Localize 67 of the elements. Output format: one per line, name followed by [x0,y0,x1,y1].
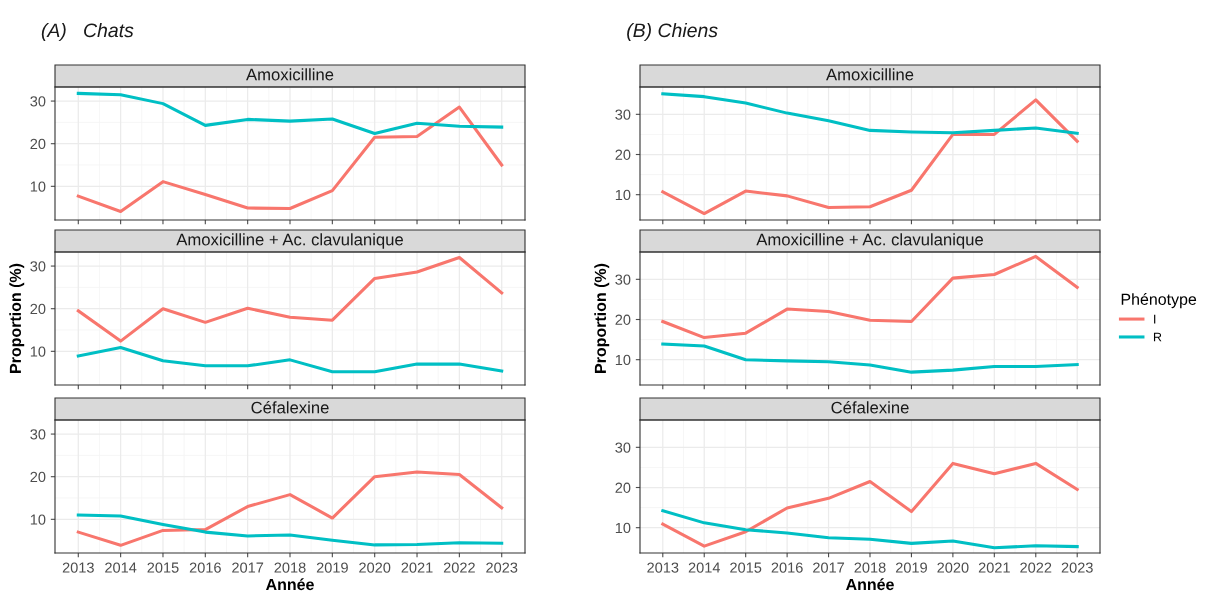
x-tick-label: 2021 [978,562,1010,573]
y-tick-label: 10 [30,181,46,192]
line-series [76,345,504,374]
y-axis-title: Proportion (%) [594,263,610,373]
x-tick-label: 2023 [1061,562,1093,573]
x-axis-title: Année [845,578,894,591]
x-tick-label: 2022 [443,562,475,573]
y-tick-label: 10 [30,346,46,357]
y-tick-label: 30 [615,274,631,285]
x-tick-label: 2023 [486,562,518,573]
y-tick-label: 20 [615,482,631,493]
line-series [661,342,1079,374]
legend-title: Phénotype [1121,293,1197,309]
y-tick-label: 20 [30,471,46,483]
x-tick-label: 2017 [813,562,845,573]
y-tick-label: 20 [30,138,46,150]
line-series [661,92,1079,135]
x-tick-label: 2015 [730,562,762,573]
y-tick-label: 30 [30,429,46,440]
line-series [661,98,1079,216]
chart-title: Amoxicilline [246,68,334,81]
x-tick-label: 2018 [274,562,306,573]
line-series [76,470,504,547]
legend-label: R [1153,332,1162,342]
y-tick-label: 20 [615,314,631,325]
x-tick-label: 2013 [62,562,94,573]
y-axis-title: Proportion (%) [9,263,25,373]
x-tick-label: 2019 [895,562,927,573]
chart-title: Amoxicilline + Ac. clavulanique [176,233,403,249]
y-tick-label: 10 [615,189,631,201]
x-tick-label: 2021 [401,562,433,573]
x-axis-title: Année [265,578,314,591]
x-tick-label: 2013 [647,562,679,573]
x-tick-label: 2016 [771,562,803,573]
legend-label: I [1154,314,1156,324]
x-tick-label: 2014 [688,562,721,573]
y-tick-label: 10 [615,522,631,534]
line-series [76,513,504,547]
x-tick-label: 2020 [937,562,969,573]
y-tick-label: 30 [615,442,631,453]
chart-subtitle: (A) Chats [41,22,134,42]
y-tick-label: 10 [615,354,631,366]
line-series [76,105,504,213]
y-tick-label: 20 [30,303,46,315]
y-tick-label: 20 [615,149,631,160]
line-series [661,254,1079,340]
x-tick-label: 2022 [1020,562,1052,573]
x-tick-label: 2020 [359,562,391,573]
y-tick-label: 30 [30,261,46,272]
y-tick-label: 10 [30,514,46,525]
x-tick-label: 2014 [105,562,137,573]
chart-title: Amoxicilline + Ac. clavulanique [756,233,983,249]
y-tick-label: 30 [615,109,631,120]
x-tick-label: 2018 [854,562,886,573]
chart-title: Céfalexine [831,401,909,414]
chart-subtitle: (B) Chiens [627,22,718,42]
chart-title: Amoxicilline [826,68,914,81]
x-tick-label: 2016 [189,562,221,573]
x-tick-label: 2017 [232,562,264,573]
x-tick-label: 2015 [147,562,179,573]
line-series [76,91,504,135]
line-series [661,509,1079,550]
x-tick-label: 2019 [316,562,348,573]
line-series [661,461,1079,548]
line-series [76,256,504,343]
y-tick-label: 30 [30,96,46,107]
chart-title: Céfalexine [251,401,329,414]
